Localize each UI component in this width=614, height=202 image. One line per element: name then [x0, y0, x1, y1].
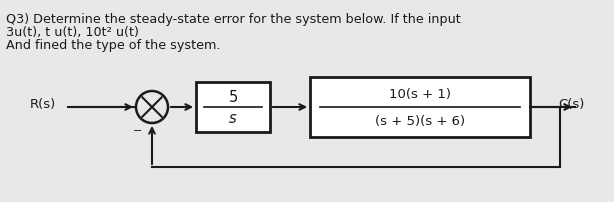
Text: Q3) Determine the steady-state error for the system below. If the input: Q3) Determine the steady-state error for… [6, 13, 460, 26]
Text: −: − [133, 125, 142, 135]
Text: And fined the type of the system.: And fined the type of the system. [6, 39, 220, 52]
Text: R(s): R(s) [30, 98, 56, 111]
Text: 5: 5 [228, 90, 238, 105]
Bar [310, 78, 530, 137]
Text: s: s [229, 111, 237, 126]
Bar [196, 83, 270, 132]
Text: (s + 5)(s + 6): (s + 5)(s + 6) [375, 115, 465, 128]
Text: C(s): C(s) [559, 98, 585, 111]
Text: 10(s + 1): 10(s + 1) [389, 88, 451, 101]
Text: 3u(t), t u(t), 10t² u(t): 3u(t), t u(t), 10t² u(t) [6, 26, 139, 39]
